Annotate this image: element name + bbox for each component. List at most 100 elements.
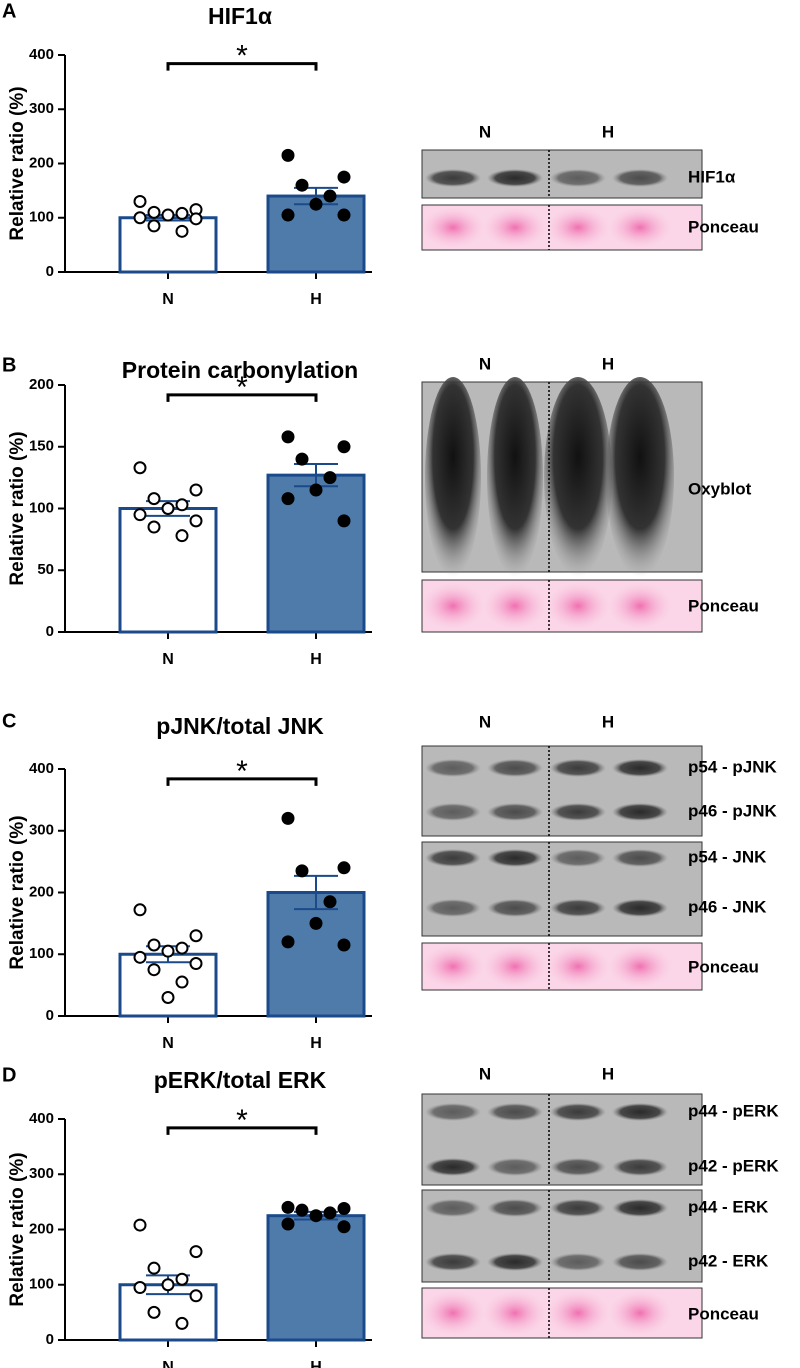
data-point	[337, 938, 351, 952]
data-point	[147, 492, 161, 506]
blot-band	[487, 169, 543, 187]
data-point	[133, 1281, 147, 1295]
blot-band	[487, 1103, 543, 1121]
ponceau-band	[546, 945, 610, 988]
data-point	[281, 148, 295, 162]
bar	[266, 891, 366, 1018]
data-point	[175, 529, 189, 543]
y-tick-label: 400	[29, 46, 54, 63]
ponceau-band	[608, 207, 672, 248]
chart-title: pERK/total ERK	[154, 1067, 327, 1093]
data-point	[281, 1200, 295, 1214]
lane-label: N	[479, 122, 491, 141]
blot-band	[612, 849, 668, 867]
data-point	[189, 929, 203, 943]
data-point	[309, 1209, 323, 1223]
data-point	[147, 205, 161, 219]
blot-band	[550, 1199, 606, 1217]
x-tick-label: N	[162, 291, 174, 308]
y-tick-label: 50	[37, 561, 54, 578]
blot-label: Ponceau	[688, 1304, 759, 1323]
data-point	[133, 461, 147, 475]
data-point	[189, 1289, 203, 1303]
blot-band	[612, 169, 668, 187]
data-point	[281, 935, 295, 949]
bar	[118, 216, 218, 274]
data-point	[147, 938, 161, 952]
data-point	[161, 1278, 175, 1292]
chart-title: HIF1α	[208, 3, 272, 29]
blot-background	[421, 745, 703, 837]
significance-bracket	[166, 62, 318, 71]
data-point	[323, 471, 337, 485]
ponceau-band	[546, 207, 610, 248]
data-point	[337, 170, 351, 184]
blot-label: p44 - ERK	[688, 1197, 769, 1216]
y-tick-label: 100	[29, 209, 54, 226]
data-point	[175, 498, 189, 512]
data-point	[295, 1203, 309, 1217]
y-tick-label: 300	[29, 822, 54, 839]
y-tick-label: 200	[29, 1220, 54, 1237]
blot-band	[487, 1199, 543, 1217]
blot-band	[425, 1158, 481, 1176]
ponceau-band	[608, 1290, 672, 1336]
bar	[266, 1214, 366, 1342]
data-point	[337, 514, 351, 528]
ponceau-band	[483, 582, 547, 630]
data-point	[337, 208, 351, 222]
y-tick-label: 0	[46, 263, 54, 280]
significance-star: *	[236, 371, 248, 404]
data-point	[175, 1272, 189, 1286]
blot-band	[550, 899, 606, 917]
data-point	[337, 1202, 351, 1216]
blot-label: p46 - JNK	[688, 897, 767, 916]
data-point	[175, 975, 189, 989]
x-tick-label: H	[310, 1035, 322, 1052]
blot-band	[425, 803, 481, 821]
significance-bracket	[166, 1126, 318, 1135]
data-point	[175, 1316, 189, 1330]
y-tick-label: 400	[29, 760, 54, 777]
panel-letter: D	[2, 1064, 16, 1086]
blot-band	[550, 1103, 606, 1121]
data-point	[161, 990, 175, 1004]
x-tick-label: N	[162, 1359, 174, 1368]
data-point	[133, 950, 147, 964]
data-point	[337, 440, 351, 454]
data-point	[323, 1206, 337, 1220]
lane-label: N	[479, 712, 491, 731]
blot-label: p44 - pERK	[688, 1101, 779, 1120]
blot-band	[550, 849, 606, 867]
blot-band	[487, 849, 543, 867]
y-tick-label: 100	[29, 945, 54, 962]
blot-band	[425, 1253, 481, 1271]
x-tick-label: N	[162, 651, 174, 668]
data-point	[309, 197, 323, 211]
smear-band	[487, 377, 543, 577]
y-tick-label: 0	[46, 623, 54, 640]
ponceau-band	[608, 945, 672, 988]
blot-band	[425, 1199, 481, 1217]
blot-band	[487, 759, 543, 777]
data-point	[147, 963, 161, 977]
blot-band	[425, 849, 481, 867]
y-tick-label: 0	[46, 1331, 54, 1348]
ponceau-band	[608, 582, 672, 630]
y-tick-label: 100	[29, 1276, 54, 1293]
y-tick-label: 0	[46, 1007, 54, 1024]
blot-band	[550, 1158, 606, 1176]
data-point	[295, 178, 309, 192]
data-point	[281, 1217, 295, 1231]
data-point	[175, 941, 189, 955]
data-point	[147, 219, 161, 233]
significance-bracket	[166, 777, 318, 786]
y-axis-label: Relative ratio (%)	[7, 815, 28, 969]
blot-band	[612, 803, 668, 821]
blot-label: p54 - JNK	[688, 847, 767, 866]
y-tick-label: 100	[29, 499, 54, 516]
blot-band	[612, 1199, 668, 1217]
blot-band	[550, 803, 606, 821]
blot-band	[550, 1253, 606, 1271]
